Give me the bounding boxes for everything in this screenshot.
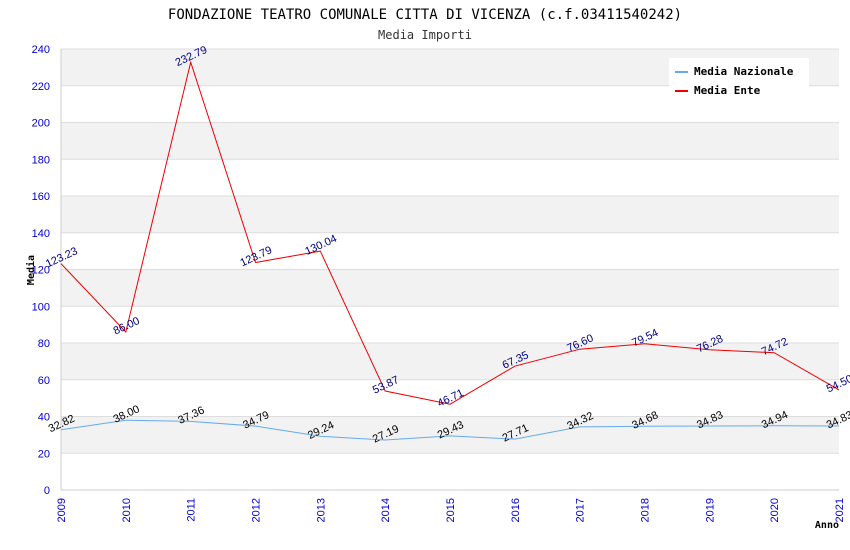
y-tick-label: 160 bbox=[32, 191, 50, 203]
y-tick-label: 20 bbox=[38, 448, 50, 460]
y-tick-label: 120 bbox=[32, 265, 50, 277]
grid-band bbox=[61, 159, 839, 196]
x-tick-label: 2015 bbox=[445, 498, 457, 522]
x-tick-label: 2010 bbox=[121, 498, 133, 522]
plot-background-bands bbox=[61, 49, 839, 490]
legend-label-media-nazionale: Media Nazionale bbox=[694, 65, 794, 78]
x-tick-labels: 2009 2010 2011 2012 2013 2014 2015 2016 2017 2018… bbox=[56, 498, 846, 522]
y-tick-label: 0 bbox=[44, 485, 50, 497]
y-tick-label: 40 bbox=[38, 412, 50, 424]
x-tick-label: 2017 bbox=[575, 498, 587, 522]
series-line-media-ente bbox=[60, 60, 840, 405]
grid-band bbox=[61, 122, 839, 160]
x-tick-label: 2013 bbox=[315, 498, 327, 522]
y-tick-labels: 0 20 40 60 80 100 120 140 160 180 200 220 240 bbox=[32, 44, 50, 497]
grid-band bbox=[61, 453, 839, 490]
y-tick-label: 140 bbox=[32, 228, 50, 240]
y-tick-label: 240 bbox=[32, 44, 50, 56]
x-tick-label: 2019 bbox=[704, 498, 716, 522]
chart-title: FONDAZIONE TEATRO COMUNALE CITTA DI VICE… bbox=[168, 7, 682, 23]
x-tick-label: 2016 bbox=[510, 498, 522, 522]
x-tick-label: 2021 bbox=[834, 498, 846, 522]
series-line-media-nazionale bbox=[60, 419, 840, 441]
x-tick-label: 2011 bbox=[186, 498, 198, 522]
x-tick-label: 2018 bbox=[640, 498, 652, 522]
series-lines bbox=[60, 60, 840, 441]
grid-band bbox=[61, 416, 839, 454]
grid-band bbox=[61, 379, 839, 417]
grid-band bbox=[61, 343, 839, 380]
x-tick-label: 2020 bbox=[769, 498, 781, 522]
y-tick-label: 60 bbox=[38, 375, 50, 387]
legend-box bbox=[669, 58, 809, 98]
grid-band bbox=[61, 196, 839, 233]
x-tick-label: 2014 bbox=[380, 498, 392, 522]
y-axis-label: Media bbox=[25, 255, 37, 285]
chart-subtitle: Media Importi bbox=[378, 28, 472, 42]
grid-band bbox=[61, 232, 839, 270]
y-tick-label: 200 bbox=[32, 118, 50, 130]
grid-band bbox=[61, 269, 839, 307]
x-tick-label: 2009 bbox=[56, 498, 68, 522]
y-tick-label: 80 bbox=[38, 338, 50, 350]
x-axis-label: Anno bbox=[815, 520, 839, 531]
legend: Media Nazionale Media Ente bbox=[669, 58, 809, 98]
y-tick-label: 180 bbox=[32, 154, 50, 166]
grid-band bbox=[61, 306, 839, 343]
x-tick-label: 2012 bbox=[251, 498, 263, 522]
y-tick-label: 220 bbox=[32, 81, 50, 93]
y-tick-label: 100 bbox=[32, 301, 50, 313]
legend-label-media-ente: Media Ente bbox=[694, 84, 761, 97]
